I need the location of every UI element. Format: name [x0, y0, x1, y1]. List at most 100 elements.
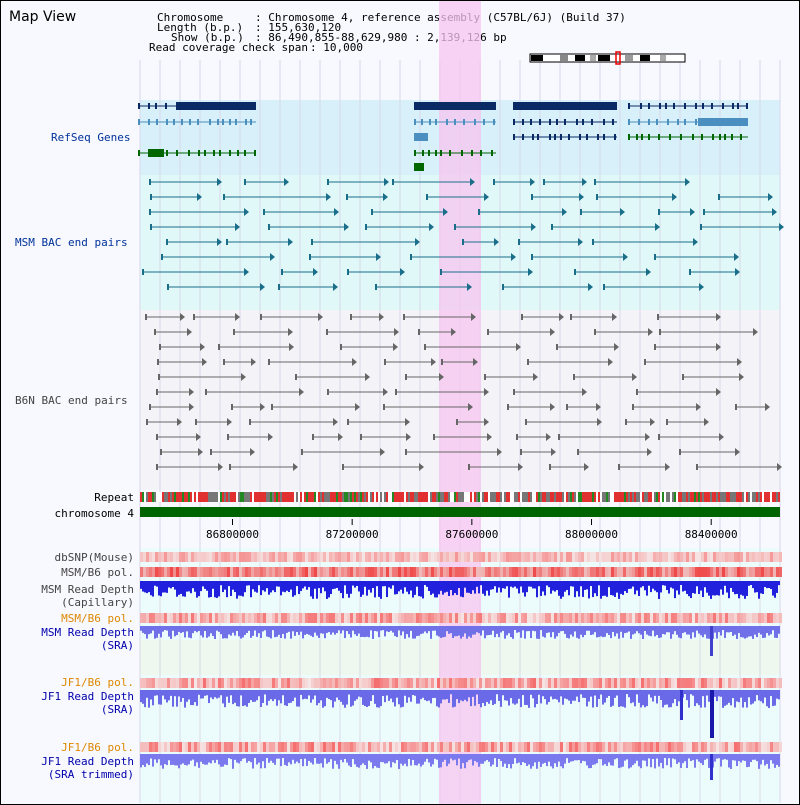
heat-cell — [443, 613, 446, 623]
depth-bar — [188, 626, 190, 638]
bac-end — [392, 179, 394, 185]
depth-bar — [406, 754, 408, 767]
repeat-mark — [478, 492, 480, 502]
heat-cell — [473, 613, 476, 623]
bac-end — [632, 404, 634, 410]
heat-cell — [188, 552, 191, 562]
depth-bar — [302, 754, 304, 767]
depth-bar — [380, 690, 382, 707]
repeat-mark — [706, 492, 708, 502]
heat-cell — [455, 678, 458, 688]
depth-bar — [564, 581, 566, 592]
depth-bar — [152, 754, 154, 767]
heat-cell — [212, 678, 215, 688]
gene-exon — [537, 134, 539, 140]
depth-bar — [222, 626, 224, 639]
depth-bar — [628, 690, 630, 698]
track-label-refseq[interactable]: RefSeq Genes — [51, 131, 131, 144]
repeat-mark — [606, 492, 608, 502]
bac-arrow — [716, 343, 721, 351]
depth-bar — [720, 690, 722, 697]
bac-arrow — [344, 223, 349, 231]
repeat-mark — [332, 492, 334, 502]
depth-bar — [676, 626, 678, 635]
depth-bar — [594, 690, 596, 696]
depth-bar — [384, 626, 386, 637]
heat-cell — [170, 742, 173, 752]
repeat-mark — [140, 492, 142, 502]
bac-end — [594, 179, 596, 185]
depth-bar — [268, 581, 270, 595]
bac-end — [718, 194, 720, 200]
bac-end — [462, 239, 464, 245]
heat-cell — [404, 552, 407, 562]
depth-bar — [338, 690, 340, 700]
heat-cell — [452, 567, 455, 577]
heat-cell — [227, 678, 230, 688]
depth-bar — [336, 754, 338, 765]
heat-cell — [746, 613, 749, 623]
heat-cell — [620, 742, 623, 752]
bac-arrow — [244, 208, 249, 216]
track-label-msm-bac[interactable]: MSM BAC end pairs — [15, 236, 128, 249]
heat-cell — [482, 742, 485, 752]
depth-bar — [648, 690, 650, 695]
bac-arrow — [562, 208, 567, 216]
depth-bar — [646, 626, 648, 635]
depth-bar — [302, 690, 304, 700]
depth-bar — [292, 626, 294, 632]
heat-cell — [254, 552, 257, 562]
heat-cell — [452, 742, 455, 752]
depth-bar — [314, 626, 316, 633]
heat-cell — [290, 567, 293, 577]
depth-bar — [754, 581, 756, 593]
repeat-mark — [748, 492, 750, 502]
depth-bar — [544, 690, 546, 700]
heat-cell — [761, 678, 764, 688]
depth-bar — [304, 581, 306, 587]
repeat-mark — [768, 492, 770, 502]
heat-cell — [269, 742, 272, 752]
heat-cell — [140, 678, 143, 688]
depth-bar — [142, 754, 144, 766]
heat-cell — [767, 567, 770, 577]
track-label-b6n-bac[interactable]: B6N BAC end pairs — [15, 394, 128, 407]
depth-bar — [694, 690, 696, 707]
gene-exon — [197, 119, 199, 125]
depth-bar — [166, 754, 168, 766]
depth-bar — [430, 626, 432, 639]
heat-cell — [224, 742, 227, 752]
repeat-mark — [586, 492, 588, 502]
depth-bar — [716, 754, 718, 759]
bac-end — [154, 329, 156, 335]
heat-cell — [443, 742, 446, 752]
depth-bar — [584, 690, 586, 698]
heat-cell — [689, 678, 692, 688]
gene-exon — [586, 134, 588, 140]
bac-end — [577, 449, 579, 455]
repeat-mark — [308, 492, 310, 502]
heat-cell — [296, 742, 299, 752]
heat-cell — [149, 742, 152, 752]
depth-bar — [364, 754, 366, 766]
depth-bar — [154, 581, 156, 586]
heat-cell — [347, 613, 350, 623]
depth-bar — [358, 626, 360, 634]
depth-bar — [256, 626, 258, 637]
repeat-mark — [552, 492, 554, 502]
heat-cell — [254, 613, 257, 623]
heat-cell — [338, 552, 341, 562]
heat-cell — [524, 567, 527, 577]
heat-cell — [734, 742, 737, 752]
depth-bar — [704, 626, 706, 635]
heat-cell — [260, 742, 263, 752]
depth-bar — [436, 690, 438, 707]
depth-bar — [194, 581, 196, 592]
heat-cell — [227, 552, 230, 562]
bac-arrow — [546, 433, 551, 441]
gene-exon — [656, 119, 658, 125]
heat-cell — [194, 567, 197, 577]
depth-bar — [408, 690, 410, 698]
depth-bar — [312, 754, 314, 765]
